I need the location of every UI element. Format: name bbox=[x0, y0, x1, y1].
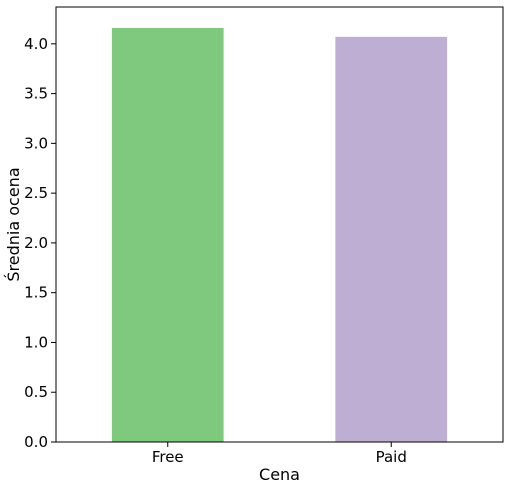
x-tick-label: Free bbox=[152, 448, 184, 466]
y-tick-label: 2.5 bbox=[24, 184, 48, 202]
bars-group bbox=[111, 27, 448, 442]
y-tick-label: 3.0 bbox=[24, 134, 48, 152]
y-tick-label: 3.5 bbox=[24, 85, 48, 103]
x-axis-label: Cena bbox=[259, 465, 300, 484]
bar-free bbox=[111, 27, 224, 442]
bar-paid bbox=[335, 36, 448, 442]
y-axis-ticks: 0.0 0.5 1.0 1.5 2.0 2.5 3.0 3.5 4.0 bbox=[24, 35, 56, 451]
y-tick-label: 4.0 bbox=[24, 35, 48, 53]
y-tick-label: 0.0 bbox=[24, 433, 48, 451]
y-tick-label: 0.5 bbox=[24, 383, 48, 401]
x-axis-ticks: Free Paid bbox=[152, 442, 407, 466]
y-tick-label: 2.0 bbox=[24, 234, 48, 252]
plot-frame bbox=[55, 6, 504, 443]
y-tick-label: 1.5 bbox=[24, 284, 48, 302]
y-tick-label: 1.0 bbox=[24, 333, 48, 351]
y-axis-label: Średnia ocena bbox=[4, 167, 23, 281]
x-tick-label: Paid bbox=[376, 448, 407, 466]
